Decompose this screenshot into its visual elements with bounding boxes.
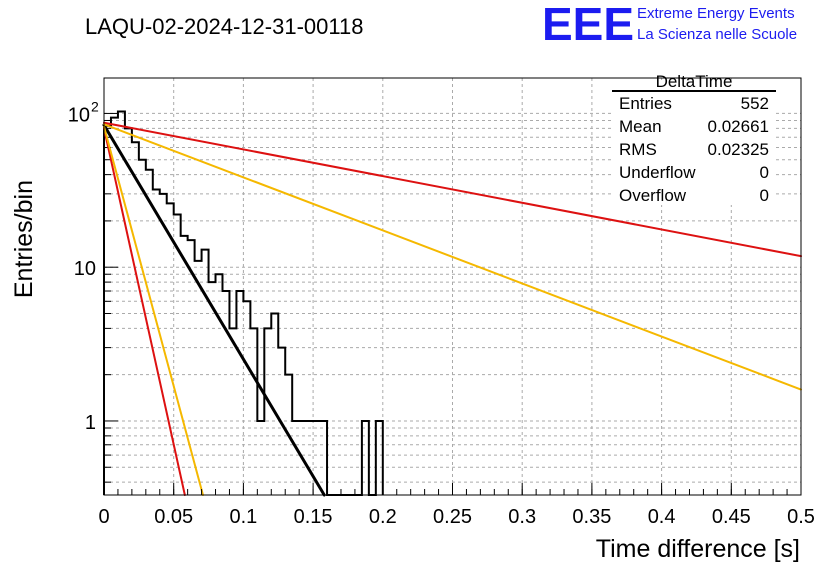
x-tick-label: 0.4 <box>648 506 676 528</box>
x-axis-label: Time difference [s] <box>596 535 800 563</box>
stats-box: DeltaTime Entries 552 Mean 0.02661 RMS 0… <box>612 72 776 205</box>
stats-label-overflow: Overflow <box>619 186 687 205</box>
x-tick-label: 0.5 <box>787 506 815 528</box>
stats-name: DeltaTime <box>656 72 733 91</box>
stats-value-mean: 0.02661 <box>708 117 769 136</box>
logo-letters: EEE <box>542 0 634 50</box>
histogram-outline <box>103 110 384 496</box>
y-tick-exponent: 2 <box>91 98 99 114</box>
run-title: LAQU-02-2024-12-31-00118 <box>85 14 363 39</box>
fit-curve-1 <box>103 121 802 258</box>
stats-value-overflow: 0 <box>760 186 769 205</box>
y-tick-label: 1 <box>85 412 96 434</box>
fit-curves <box>102 121 802 497</box>
fit-curve-3 <box>103 127 186 496</box>
stats-label-mean: Mean <box>619 117 662 136</box>
x-tick-label: 0.2 <box>369 506 397 528</box>
stats-label-rms: RMS <box>619 140 657 159</box>
fit-curve-4 <box>103 125 204 496</box>
stats-label-entries: Entries <box>619 94 672 113</box>
histogram <box>103 110 384 496</box>
y-tick-label: 10 <box>74 258 96 280</box>
stats-value-entries: 552 <box>741 94 769 113</box>
stats-value-rms: 0.02325 <box>708 140 769 159</box>
y-tick-label: 10 <box>68 104 90 126</box>
x-axis-ticks: 0 0.05 0.1 0.15 0.2 0.25 0.3 0.35 0.4 0.45 0.5 <box>98 483 815 528</box>
x-tick-label: 0.15 <box>294 506 333 528</box>
stats-box-background <box>612 80 776 205</box>
y-axis-label: Entries/bin <box>10 180 38 298</box>
stats-label-underflow: Underflow <box>619 163 696 182</box>
logo-line-1: Extreme Energy Events <box>637 5 795 22</box>
x-tick-label: 0.25 <box>433 506 472 528</box>
fit-curve-2 <box>103 123 802 391</box>
x-tick-label: 0.35 <box>572 506 611 528</box>
x-tick-label: 0 <box>98 506 109 528</box>
x-tick-label: 0.1 <box>229 506 257 528</box>
x-tick-label: 0.3 <box>508 506 536 528</box>
logo-line-2: La Scienza nelle Scuole <box>637 26 797 43</box>
x-tick-label: 0.05 <box>154 506 193 528</box>
fit-curve-0 <box>102 123 326 497</box>
stats-value-underflow: 0 <box>760 163 769 182</box>
x-tick-label: 0.45 <box>712 506 751 528</box>
